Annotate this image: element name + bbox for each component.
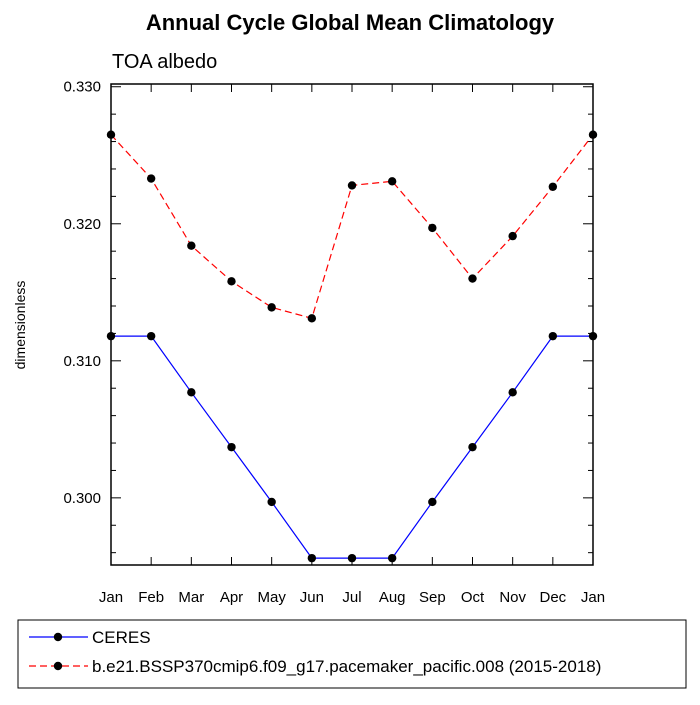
x-tick-label: Sep xyxy=(419,589,446,606)
y-tick-label: 0.330 xyxy=(63,79,101,96)
series-2-point xyxy=(307,314,317,323)
series-1-point xyxy=(146,331,156,341)
series-1-point xyxy=(347,553,357,563)
x-tick-label: Jun xyxy=(300,589,324,606)
legend-marker-2 xyxy=(53,661,63,671)
x-tick-label: Jan xyxy=(581,589,605,606)
legend-label-1: CERES xyxy=(92,628,151,647)
legend-label-2: b.e21.BSSP370cmip6.f09_g17.pacemaker_pac… xyxy=(92,657,601,676)
series-2-point xyxy=(588,130,598,139)
chart-title: Annual Cycle Global Mean Climatology xyxy=(146,10,555,35)
series-2-point xyxy=(508,231,517,241)
series-2-point xyxy=(267,303,276,312)
x-tick-label: Mar xyxy=(178,589,204,606)
series-1-point xyxy=(187,388,196,397)
series-2-point xyxy=(227,277,236,286)
legend-marker-1 xyxy=(53,632,63,642)
series-1-point xyxy=(468,442,477,452)
x-tick-label: Nov xyxy=(499,589,526,606)
y-tick-label: 0.320 xyxy=(63,216,101,233)
x-tick-label: Aug xyxy=(379,589,406,606)
series-1-point xyxy=(267,497,276,507)
x-tick-label: Jul xyxy=(342,589,361,606)
series-1-point xyxy=(548,331,558,341)
series-1-point xyxy=(387,553,397,563)
x-tick-label: Apr xyxy=(220,589,243,606)
series-layer xyxy=(106,130,598,563)
series-1-point xyxy=(428,497,437,507)
series-1-point xyxy=(307,553,317,563)
series-2-point xyxy=(347,181,357,190)
ticks-layer: Jan Feb Mar Apr May Jun Jul Aug Sep Oct Nov Dec Jan 0… xyxy=(63,79,605,606)
series-1-point xyxy=(106,331,116,341)
series-2-point xyxy=(548,182,558,191)
series-2-point xyxy=(187,241,196,250)
series-2-point xyxy=(428,223,437,233)
series-2-point xyxy=(146,174,156,183)
x-tick-label: Dec xyxy=(539,589,566,606)
series-2-point xyxy=(468,274,477,283)
y-axis-label: dimensionless xyxy=(12,281,28,370)
series-1-point xyxy=(508,388,517,397)
series-2-point xyxy=(387,177,397,186)
x-tick-label: Jan xyxy=(99,589,123,606)
series-line-1 xyxy=(111,335,593,559)
series-2-point xyxy=(106,130,116,139)
y-tick-label: 0.310 xyxy=(63,353,101,370)
x-tick-label: May xyxy=(257,589,286,606)
legend: CERES b.e21.BSSP370cmip6.f09_g17.pacemake… xyxy=(29,628,601,676)
series-1-point xyxy=(588,331,598,341)
x-tick-label: Feb xyxy=(138,589,164,606)
series-line-2 xyxy=(110,134,594,320)
plot-frame xyxy=(110,83,594,566)
chart-subtitle: TOA albedo xyxy=(112,51,217,73)
legend-box xyxy=(17,619,687,689)
series-1-point xyxy=(227,442,236,452)
y-tick-label: 0.300 xyxy=(63,490,101,507)
x-tick-label: Oct xyxy=(461,589,485,606)
